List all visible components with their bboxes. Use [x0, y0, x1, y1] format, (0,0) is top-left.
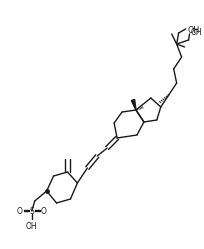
Text: S: S	[29, 206, 34, 215]
Polygon shape	[131, 100, 135, 110]
Text: OH: OH	[190, 27, 201, 37]
Text: O: O	[41, 206, 46, 215]
Text: O: O	[17, 206, 23, 215]
Text: OH: OH	[187, 25, 199, 35]
Text: OH: OH	[26, 222, 37, 231]
